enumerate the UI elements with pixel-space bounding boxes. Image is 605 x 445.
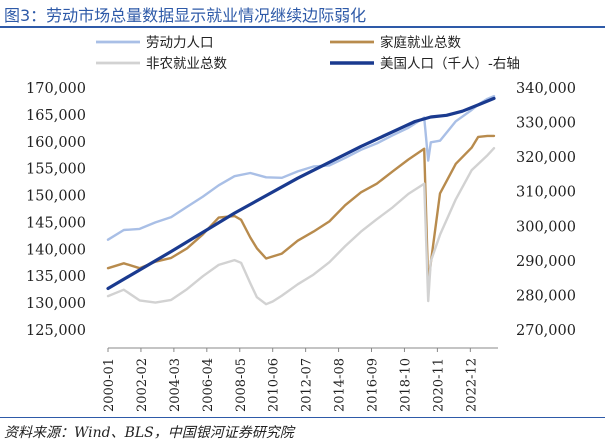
left-y-tick-label: 125,000	[26, 323, 86, 339]
x-axis-ticks: 2000-01 2002-02 2004-03 2006-04 2008-05 2010-…	[102, 347, 498, 412]
legend-label: 非农就业总数	[146, 56, 227, 72]
x-tick-label: 2020-11	[431, 358, 446, 412]
right-y-tick-label: 310,000	[516, 185, 576, 201]
legend-label: 劳动力人口	[146, 35, 214, 51]
left-y-axis-ticks: 125,000 130,000 135,000 140,000 145,000 150,0…	[26, 81, 86, 339]
left-y-tick-label: 160,000	[26, 135, 86, 151]
series-line-1	[106, 134, 496, 286]
x-tick-label: 2014-08	[333, 358, 348, 412]
source-note: 资料来源：Wind、BLS，中国银河证券研究院	[4, 425, 294, 441]
x-tick-label: 2000-01	[102, 358, 117, 412]
x-tick-label: 2002-02	[135, 358, 150, 412]
title-underline	[0, 26, 605, 28]
series-line-0	[106, 94, 496, 241]
x-tick-label: 2006-04	[201, 358, 216, 412]
x-tick-label: 2004-03	[168, 358, 183, 412]
right-y-tick-label: 320,000	[516, 150, 576, 166]
figure-title: 图3：劳动市场总量数据显示就业情况继续边际弱化	[4, 6, 367, 25]
legend-label: 美国人口（千人）-右轴	[380, 56, 520, 72]
right-y-axis-ticks: 270,000 280,000 290,000 300,000 310,000 320,0…	[516, 81, 576, 339]
left-y-tick-label: 165,000	[26, 108, 86, 124]
left-y-tick-label: 130,000	[26, 296, 86, 312]
right-y-tick-label: 300,000	[516, 219, 576, 235]
series-line-3	[106, 96, 496, 291]
source-rule	[0, 417, 605, 418]
left-y-tick-label: 140,000	[26, 242, 86, 258]
series-line-2	[106, 147, 496, 306]
x-tick-label: 2018-10	[398, 358, 413, 412]
series-lines	[106, 94, 496, 306]
legend-label: 家庭就业总数	[380, 34, 461, 51]
x-tick-label: 2010-06	[267, 358, 282, 412]
x-tick-label: 2016-09	[366, 358, 381, 412]
x-tick-label: 2008-05	[234, 358, 249, 412]
right-y-tick-label: 330,000	[516, 116, 576, 132]
left-y-tick-label: 145,000	[26, 215, 86, 231]
left-y-tick-label: 155,000	[26, 162, 86, 178]
left-y-tick-label: 170,000	[26, 81, 86, 97]
right-y-tick-label: 340,000	[516, 81, 576, 97]
line-chart: 125,000 130,000 135,000 140,000 145,000 150,0…	[26, 34, 576, 412]
right-y-tick-label: 270,000	[516, 323, 576, 339]
x-tick-label: 2012-07	[300, 358, 315, 412]
right-y-tick-label: 280,000	[516, 288, 576, 304]
right-y-tick-label: 290,000	[516, 254, 576, 270]
left-y-tick-label: 150,000	[26, 189, 86, 205]
x-tick-label: 2022-12	[464, 358, 479, 412]
left-y-tick-label: 135,000	[26, 269, 86, 285]
